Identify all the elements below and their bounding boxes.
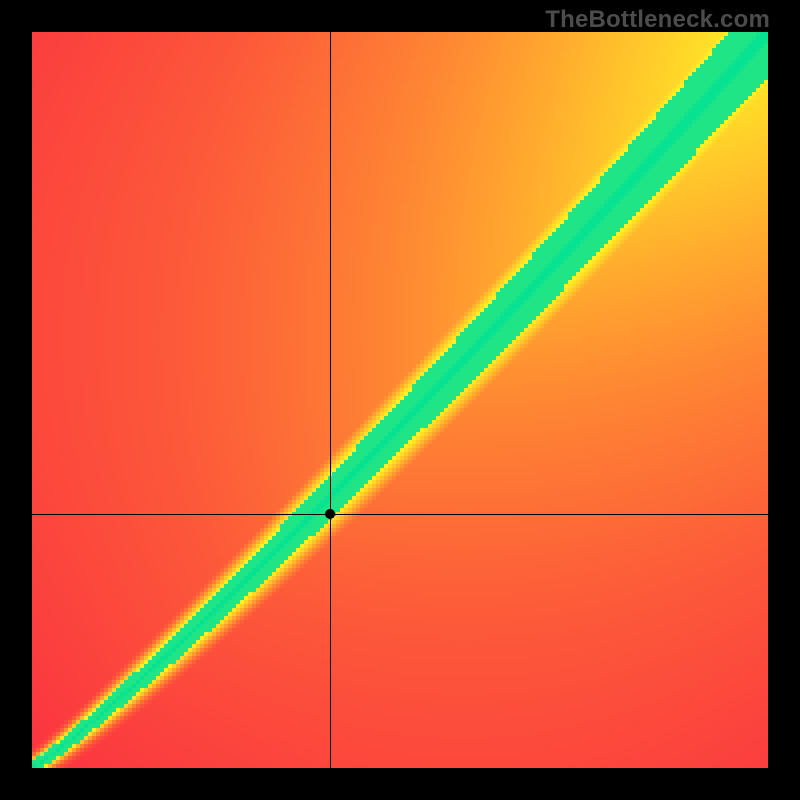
bottleneck-heatmap-canvas	[0, 0, 800, 800]
watermark-text: TheBottleneck.com	[545, 6, 770, 34]
